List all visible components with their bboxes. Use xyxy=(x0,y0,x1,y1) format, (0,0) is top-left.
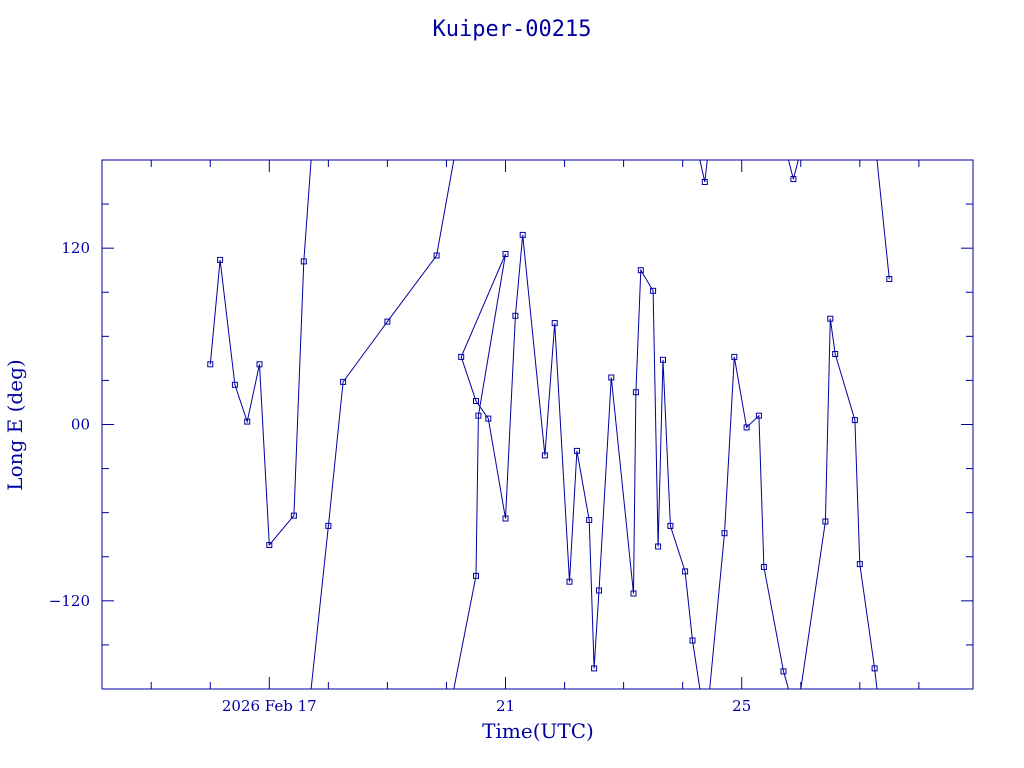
tick-group xyxy=(102,160,973,689)
data-point xyxy=(780,668,787,675)
data-point xyxy=(731,353,738,360)
data-point xyxy=(851,417,858,424)
data-point xyxy=(871,665,878,672)
data-point xyxy=(632,389,639,396)
data-point xyxy=(266,542,273,548)
series-line-4 xyxy=(709,356,789,690)
series-line-7 xyxy=(876,159,890,280)
data-point xyxy=(721,530,728,537)
data-point xyxy=(519,231,526,238)
data-point xyxy=(586,517,593,523)
data-point xyxy=(790,176,797,183)
data-point xyxy=(502,515,509,522)
x-tick-labels: 2026 Feb 17 21 25 xyxy=(222,697,751,715)
data-point xyxy=(433,252,440,259)
series-line-1 xyxy=(310,159,455,690)
data-point xyxy=(384,318,391,325)
data-point xyxy=(701,179,708,185)
data-point xyxy=(832,351,839,357)
data-point xyxy=(551,320,558,327)
data-point xyxy=(822,518,829,525)
data-point xyxy=(743,424,750,431)
data-point xyxy=(512,312,519,319)
data-point xyxy=(231,381,238,388)
data-point xyxy=(591,665,598,672)
series-line-0 xyxy=(209,159,312,547)
data-point xyxy=(667,522,674,529)
data-point xyxy=(596,587,602,594)
data-point xyxy=(655,543,662,550)
data-point xyxy=(637,267,644,274)
chart-title: Kuiper-00215 xyxy=(433,17,592,42)
data-point xyxy=(608,374,615,381)
plot-frame xyxy=(101,159,974,690)
data-point xyxy=(573,447,580,454)
data-point xyxy=(244,418,251,425)
data-point xyxy=(207,361,214,368)
series-line-6 xyxy=(800,318,878,690)
x-tick-label: 21 xyxy=(496,697,515,715)
data-point xyxy=(755,412,762,419)
data-point xyxy=(630,590,637,597)
data-point xyxy=(650,287,657,294)
y-tick-label: 00 xyxy=(71,416,90,434)
data-point xyxy=(473,572,479,579)
data-point xyxy=(827,315,834,322)
data-point xyxy=(760,564,767,570)
data-point xyxy=(541,452,548,459)
x-tick-label: 25 xyxy=(732,697,751,715)
data-point xyxy=(217,256,224,263)
data-point xyxy=(566,578,573,585)
data-point xyxy=(689,637,696,644)
y-tick-label: −120 xyxy=(49,592,90,610)
data-point xyxy=(485,415,492,422)
data-point xyxy=(856,561,863,568)
series-group xyxy=(207,159,893,690)
data-point xyxy=(300,258,307,265)
y-tick-labels: 120 00 −120 xyxy=(49,239,90,610)
y-tick-label: 120 xyxy=(61,239,90,257)
series-line-3 xyxy=(699,159,708,183)
data-point xyxy=(475,412,482,419)
data-point xyxy=(502,251,509,257)
x-tick-label: 2026 Feb 17 xyxy=(222,697,317,715)
data-point xyxy=(660,356,666,363)
series-line-2 xyxy=(453,234,701,690)
data-point xyxy=(256,361,263,368)
series-line-5 xyxy=(788,159,799,180)
data-point xyxy=(340,378,347,385)
data-point xyxy=(458,353,465,360)
data-point xyxy=(886,276,893,282)
x-axis-label: Time(UTC) xyxy=(482,719,594,743)
data-point xyxy=(473,398,479,404)
data-point xyxy=(682,568,689,575)
y-axis-label: Long E (deg) xyxy=(3,359,27,490)
data-point xyxy=(290,512,297,519)
data-point xyxy=(325,522,332,529)
